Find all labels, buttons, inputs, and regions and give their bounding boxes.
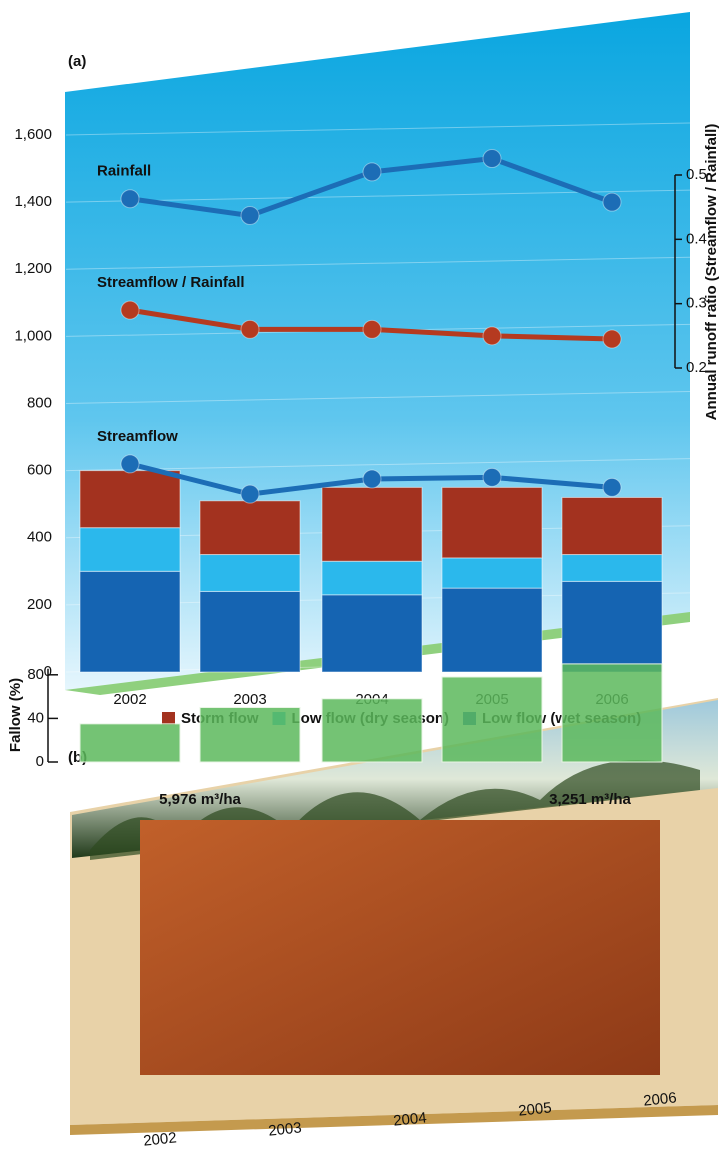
bar-segment [561,554,663,582]
soil-layer [140,820,660,1075]
line-label: Streamflow [97,428,178,445]
x-tick-label: 2005 [517,1099,552,1119]
bar-segment [199,500,301,556]
y-tick-label: 800 [27,394,52,411]
y2-axis-title: Annual runoff ratio (Streamflow / Rainfa… [703,124,720,421]
y-axis-title: Fallow (%) [7,678,24,752]
line-marker [240,484,260,504]
line-marker [362,469,382,489]
y-tick-label: 200 [27,596,52,613]
line-marker [602,329,622,349]
line-label: Rainfall [97,163,151,180]
y2-tick-label: 0.4 [686,230,707,247]
y2-tick-label: 0.3 [686,295,707,312]
grid-line [65,122,691,136]
grid-line [65,256,691,270]
x-tick-label: 2004 [392,1109,427,1129]
grid-line [65,391,691,404]
bar-segment [321,486,423,562]
line-marker [362,162,382,182]
line-marker [482,326,502,346]
y-tick-label: 0 [36,753,44,770]
y-tick-label: 400 [27,529,52,546]
x-tick-label: 2003 [267,1119,302,1139]
y-tick-label: 600 [27,462,52,479]
bar-segment [79,527,181,572]
bar [441,676,543,763]
bar-segment [199,554,301,592]
bar-segment [321,594,423,673]
line-label: Streamflow / Rainfall [97,274,245,291]
annotation: 5,976 m³/ha [159,791,241,808]
bar-segment [561,580,663,673]
bar [321,698,423,763]
x-tick-label: 2002 [142,1129,177,1149]
line-marker [120,189,140,209]
x-tick-label: 2003 [233,691,266,708]
bar [79,723,181,763]
line-marker [362,319,382,339]
y-tick-label: 1,000 [14,327,52,344]
bar-segment [441,587,543,673]
annotation: 3,251 m³/ha [549,791,631,808]
legend-swatch [162,712,175,725]
bar-segment [321,560,423,596]
y-tick-label: 1,400 [14,193,52,210]
line-marker [120,454,140,474]
panel-label: (a) [68,53,86,70]
x-tick-label: 2006 [642,1089,677,1109]
y2-tick-label: 0.2 [686,359,707,376]
bar-segment [441,557,543,589]
panel-b-base [70,1105,718,1135]
line-marker [602,192,622,212]
line-marker [120,300,140,320]
y-tick-label: 80 [27,666,44,683]
line-marker [240,319,260,339]
bar-segment [441,486,543,559]
x-tick-label: 2002 [113,691,146,708]
bar-segment [199,590,301,673]
grid-line [65,458,691,472]
bar-segment [561,496,663,556]
bar-segment [79,470,181,529]
line-marker [482,467,502,487]
y-tick-label: 1,200 [14,260,52,277]
line-marker [240,206,260,226]
y-tick-label: 40 [27,709,44,726]
bar [561,663,663,763]
line-marker [482,148,502,168]
y2-tick-label: 0.5 [686,166,707,183]
bar [199,707,301,763]
bar-segment [79,570,181,673]
line-marker [602,477,622,497]
y-tick-label: 1,600 [14,126,52,143]
